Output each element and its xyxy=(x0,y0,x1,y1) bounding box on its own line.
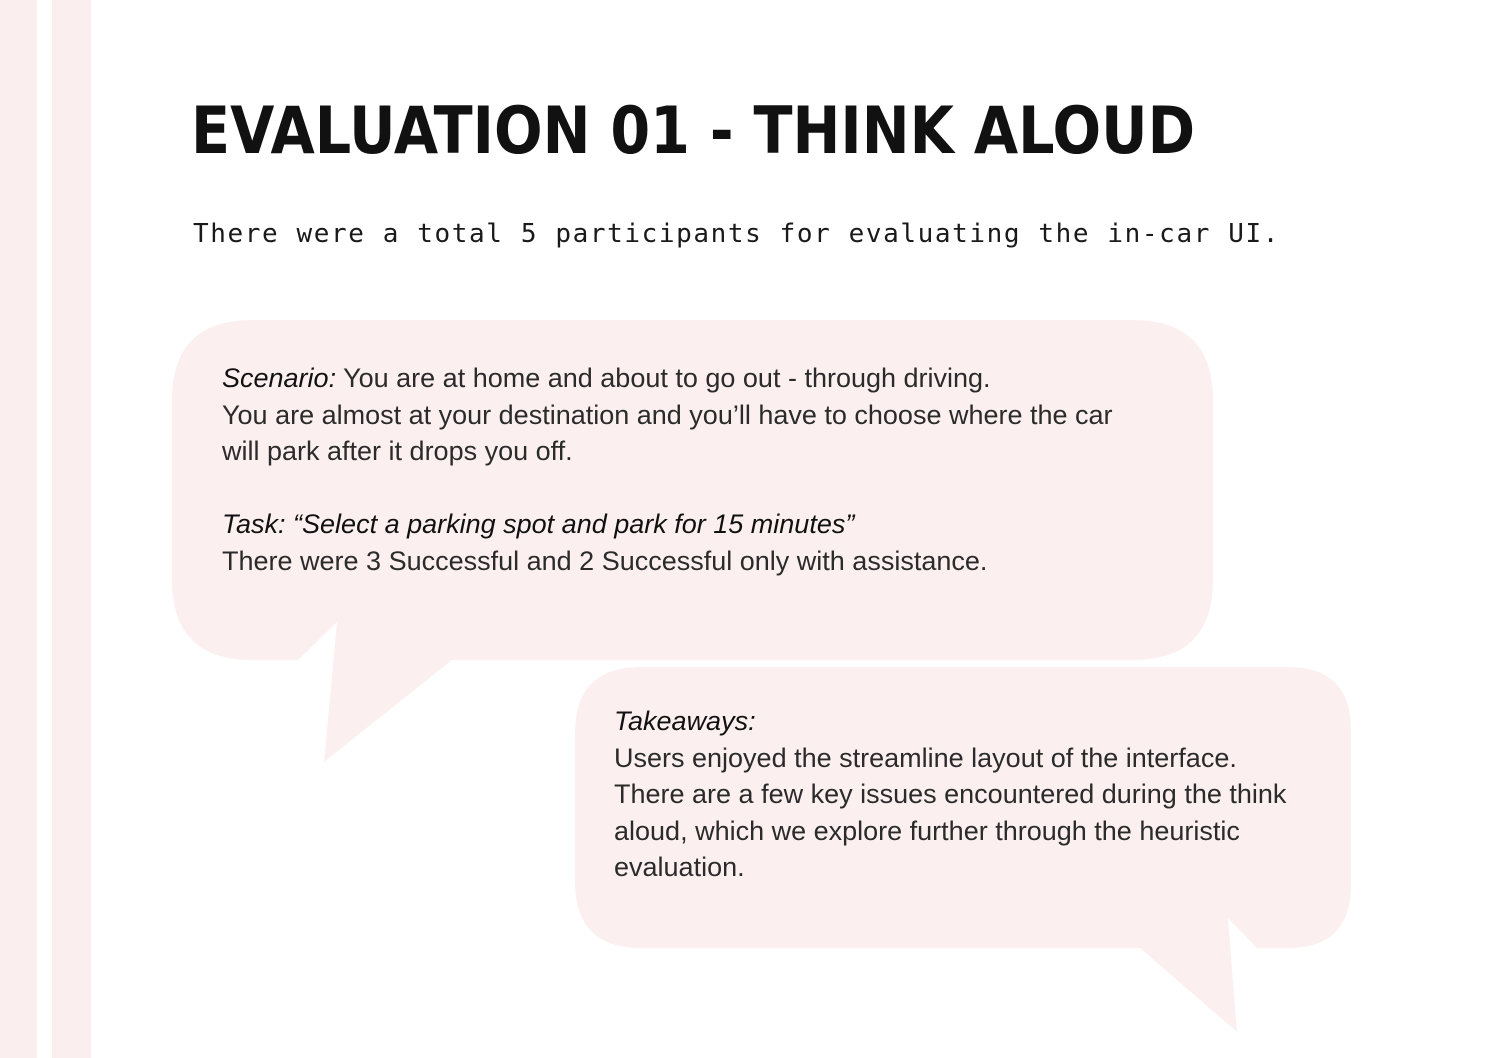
takeaways-label: Takeaways: xyxy=(614,706,756,736)
participants-summary: There were a total 5 participants for ev… xyxy=(193,219,1280,249)
paragraph-gap xyxy=(222,470,1202,507)
takeaways-line-3: aloud, which we explore further through … xyxy=(614,815,1240,846)
scenario-speech-bubble xyxy=(172,320,1213,762)
task-result: There were 3 Successful and 2 Successful… xyxy=(222,545,988,576)
decorative-stripe-inner xyxy=(52,0,91,1058)
scenario-line: Scenario: You are at home and about to g… xyxy=(222,360,1202,397)
takeaways-line-1: Users enjoyed the streamline layout of t… xyxy=(614,742,1237,773)
scenario-line-3: will park after it drops you off. xyxy=(222,436,573,466)
scenario-line-2: You are almost at your destination and y… xyxy=(222,399,1113,430)
takeaways-line-4: evaluation. xyxy=(614,852,745,882)
takeaways-speech-bubble xyxy=(575,667,1351,1032)
takeaways-line-2: There are a few key issues encountered d… xyxy=(614,779,1287,809)
task-label: Task: “Select a parking spot and park fo… xyxy=(222,509,855,539)
decorative-stripe-left xyxy=(0,0,37,1058)
page-title: EVALUATION 01 - THINK ALOUD xyxy=(191,94,1196,169)
scenario-description: You are at home and about to go out - th… xyxy=(336,363,991,393)
takeaways-text-block: Takeaways: Users enjoyed the streamline … xyxy=(614,703,1339,886)
scenario-text-block: Scenario: You are at home and about to g… xyxy=(222,360,1202,579)
scenario-label: Scenario: xyxy=(222,363,337,393)
